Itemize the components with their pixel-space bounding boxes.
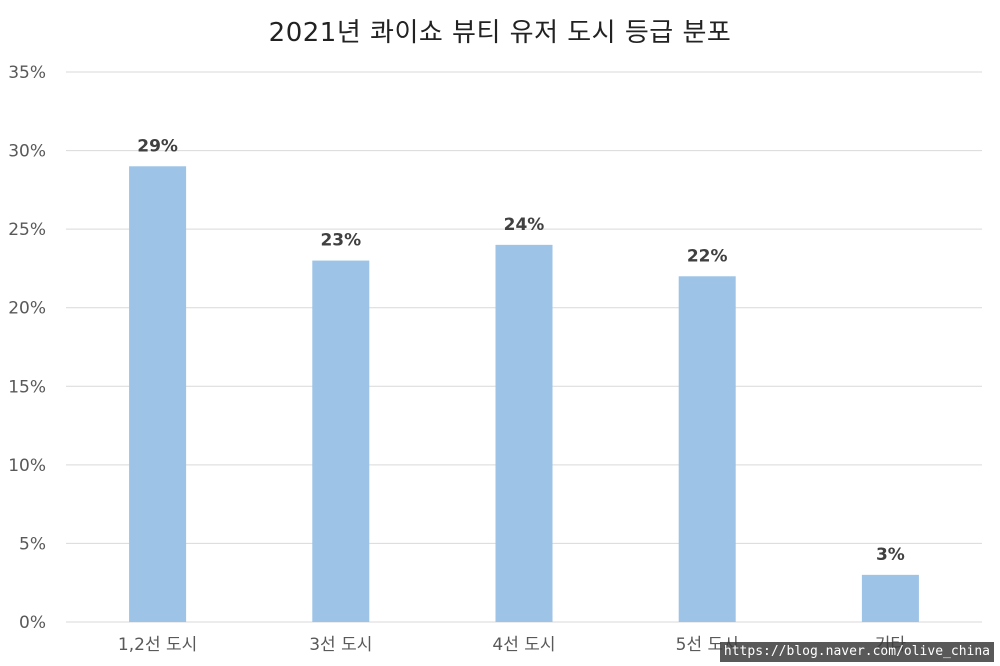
x-tick-label: 4선 도시 — [492, 635, 555, 655]
data-label: 23% — [320, 231, 361, 251]
x-tick-label: 1,2선 도시 — [118, 635, 197, 655]
bar — [678, 276, 736, 622]
bars — [129, 166, 919, 623]
data-labels: 29% 23% 24% 22% 3% — [137, 136, 905, 565]
bar — [495, 244, 553, 622]
chart-title: 2021년 콰이쇼 뷰티 유저 도시 등급 분포 — [268, 18, 732, 48]
y-tick-label: 5% — [19, 534, 46, 554]
watermark-url: https://blog.naver.com/olive_china — [719, 642, 994, 662]
y-axis: 0% 5% 10% 15% 20% 25% 30% 35% — [8, 63, 46, 633]
data-label: 29% — [137, 136, 178, 156]
y-tick-label: 30% — [8, 142, 46, 162]
bar — [129, 166, 187, 623]
bar — [312, 260, 370, 622]
y-tick-label: 10% — [8, 456, 46, 476]
data-label: 24% — [504, 215, 545, 235]
y-tick-label: 0% — [19, 613, 46, 633]
y-tick-label: 35% — [8, 63, 46, 83]
y-tick-label: 15% — [8, 377, 46, 397]
bar — [861, 574, 919, 622]
data-label: 3% — [876, 545, 905, 565]
y-tick-label: 20% — [8, 299, 46, 319]
data-label: 22% — [687, 246, 728, 266]
x-tick-label: 3선 도시 — [309, 635, 372, 655]
y-tick-label: 25% — [8, 220, 46, 240]
